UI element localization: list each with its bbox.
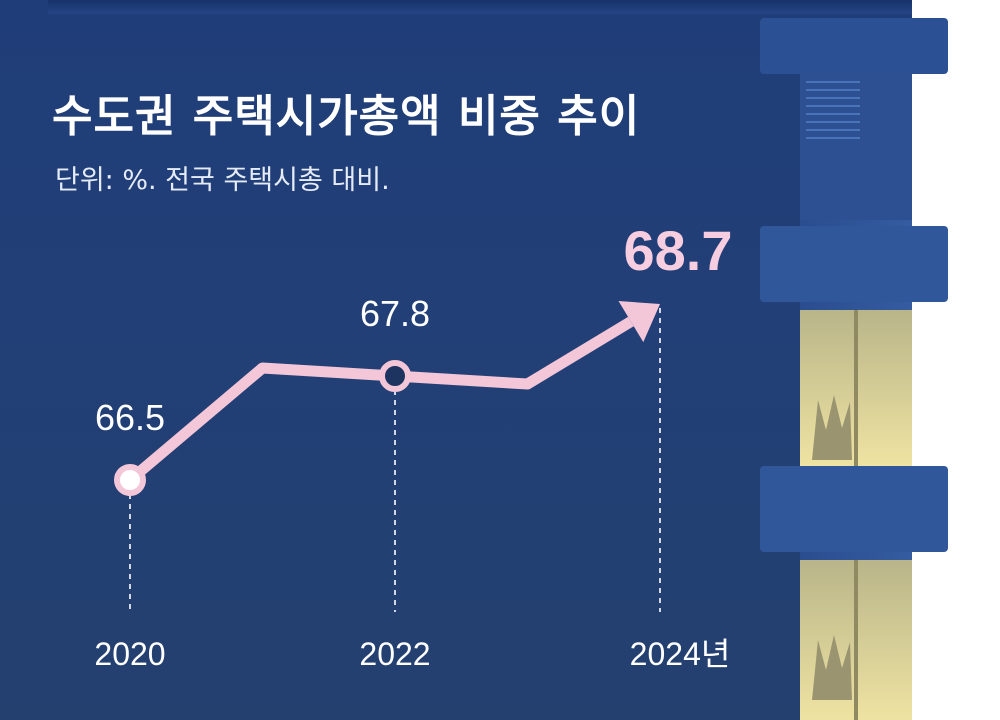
data-point [114,464,146,496]
data-label: 67.8 [360,293,430,334]
line-chart: 66.5 67.8 68.7 2020 2022 2024년 [94,219,732,672]
plant-silhouette-2 [812,635,852,700]
arrow-head [618,301,660,343]
building-illustration [760,0,1000,720]
balcony-slab-1 [760,18,948,74]
drop-lines [129,308,661,612]
x-tick-labels: 2020 2022 2024년 [94,636,730,672]
data-label: 68.7 [624,219,733,282]
series-line [126,316,634,485]
data-label: 66.5 [95,397,165,438]
x-tick-label: 2020 [94,636,165,672]
chart-title: 수도권 주택시가총액 비중 추이 [52,91,641,142]
x-tick-label: 2024년 [630,636,731,672]
plant-silhouette-1 [812,395,852,460]
balcony-slab-3 [760,466,948,552]
balcony-slab-2 [760,226,948,302]
top-ledge [48,0,948,14]
x-tick-label: 2022 [359,636,430,672]
window-blinds [806,81,860,139]
data-point [379,360,411,392]
chart-subtitle: 단위: %. 전국 주택시총 대비. [55,165,390,196]
upper-window-block [800,70,912,220]
building-background [912,0,1000,720]
point-markers [114,360,411,496]
value-labels: 66.5 67.8 68.7 [95,219,733,438]
